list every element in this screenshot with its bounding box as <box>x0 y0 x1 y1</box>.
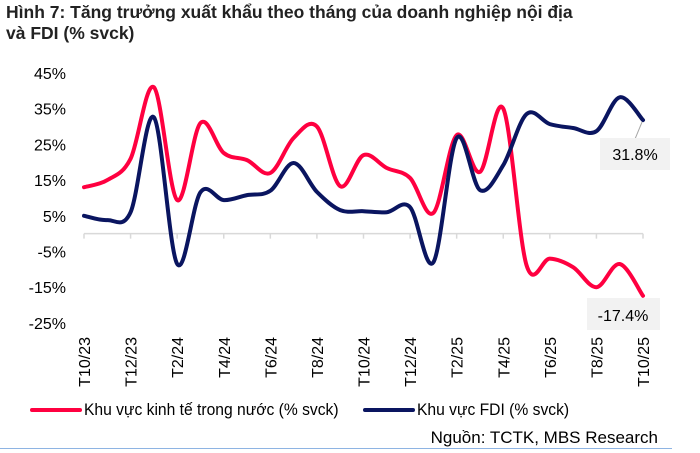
bottom-divider <box>0 448 672 449</box>
x-tick-label: T6/25 <box>543 337 560 378</box>
x-tick-label: T12/24 <box>403 337 420 387</box>
source-note: Nguồn: TCTK, MBS Research <box>430 428 658 447</box>
x-tick-label: T10/25 <box>636 337 653 387</box>
y-axis: 45% 35% 25% 15% 5% -5% -15% -25% <box>29 66 66 333</box>
series-fdi-line <box>82 95 645 268</box>
x-axis: T10/23 T12/23 T2/24 T4/24 T6/24 T8/24 T10/24 T1… <box>77 232 653 387</box>
fdi-label-leader-line <box>634 121 643 140</box>
fdi-end-label: 31.8% <box>612 147 657 164</box>
legend-label-fdi: Khu vực FDI (% svck) <box>416 400 569 419</box>
y-tick-label: -15% <box>29 280 66 297</box>
y-tick-label: 45% <box>34 66 66 83</box>
x-tick-label: T8/25 <box>589 337 606 378</box>
x-tick-label: T2/25 <box>450 337 467 378</box>
fdi-end-label-box <box>600 138 670 170</box>
x-tick-label: T10/24 <box>357 337 374 387</box>
y-tick-label: 5% <box>43 209 66 226</box>
y-tick-label: 35% <box>34 102 66 119</box>
x-tick-label: T8/24 <box>310 337 327 378</box>
y-tick-label: -25% <box>29 316 66 333</box>
legend-swatch-domestic-icon <box>30 408 82 412</box>
x-tick-label: T4/25 <box>496 337 513 378</box>
x-tick-label: T6/24 <box>263 337 280 378</box>
x-tick-label: T12/23 <box>124 337 141 387</box>
data-labels: 31.8% -17.4% <box>587 121 670 330</box>
domestic-end-label-box <box>587 298 660 330</box>
chart-title-line-2: và FDI (% svck) <box>6 23 135 43</box>
legend-swatch-fdi-icon <box>362 408 415 412</box>
x-tick-label: T10/23 <box>77 337 94 387</box>
legend-item-domestic: Khu vực kinh tế trong nước (% svck) <box>30 400 361 420</box>
series-lines <box>82 85 645 298</box>
chart-title: Hình 7: Tăng trưởng xuất khẩu theo tháng… <box>6 2 573 44</box>
y-tick-label: 15% <box>34 173 66 190</box>
y-tick-label: 25% <box>34 137 66 154</box>
y-tick-label: -5% <box>38 245 66 262</box>
chart-title-line-1: Hình 7: Tăng trưởng xuất khẩu theo tháng… <box>6 2 573 22</box>
legend-label-domestic: Khu vực kinh tế trong nước (% svck) <box>84 400 339 419</box>
x-tick-label: T2/24 <box>170 337 187 378</box>
x-tick-label: T4/24 <box>217 337 234 378</box>
legend-item-fdi: Khu vực FDI (% svck) <box>362 400 582 420</box>
series-domestic-line <box>82 85 645 298</box>
legend: Khu vực kinh tế trong nước (% svck) Khu … <box>30 400 592 420</box>
domestic-end-label: -17.4% <box>598 308 649 325</box>
